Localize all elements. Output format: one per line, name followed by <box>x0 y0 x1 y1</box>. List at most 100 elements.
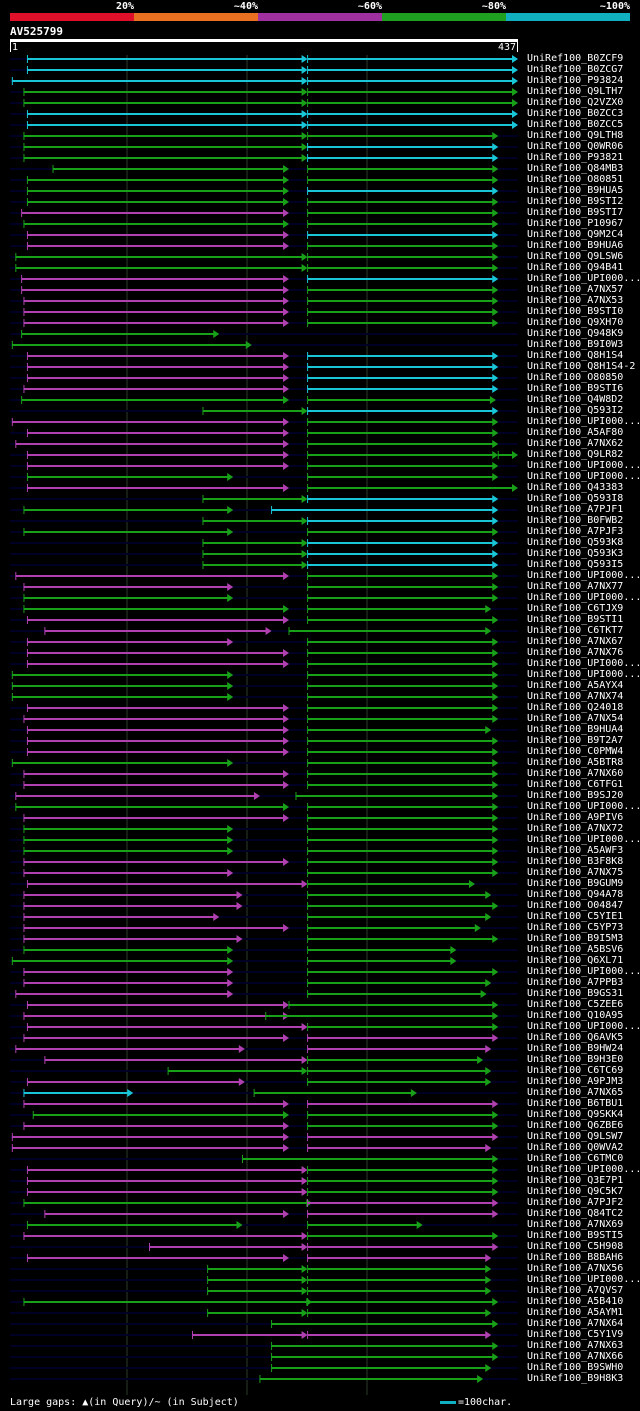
hit-label[interactable]: UniRef100_UPI000... <box>527 801 640 812</box>
hit-label[interactable]: UniRef100_UPI000... <box>527 570 640 581</box>
hit-label[interactable]: UniRef100_P10967 <box>527 218 624 229</box>
hit-label[interactable]: UniRef100_C5Y1V9 <box>527 1329 624 1340</box>
hit-label[interactable]: UniRef100_UPI000... <box>527 1274 640 1285</box>
hit-label[interactable]: UniRef100_A5BSV6 <box>527 944 624 955</box>
hit-label[interactable]: UniRef100_C5H908 <box>527 1241 624 1252</box>
hit-label[interactable]: UniRef100_Q8H1S4 <box>527 350 624 361</box>
hit-label[interactable]: UniRef100_Q6ZBE6 <box>527 1120 624 1131</box>
hit-label[interactable]: UniRef100_B9STI1 <box>527 614 624 625</box>
hit-label[interactable]: UniRef100_UPI000... <box>527 834 640 845</box>
hit-label[interactable]: UniRef100_Q948K9 <box>527 328 624 339</box>
hit-label[interactable]: UniRef100_A5AWF3 <box>527 845 624 856</box>
hit-label[interactable]: UniRef100_A5AYX4 <box>527 680 624 691</box>
hit-label[interactable]: UniRef100_A7NX75 <box>527 867 624 878</box>
hit-label[interactable]: UniRef100_B9GS31 <box>527 988 624 999</box>
hit-label[interactable]: UniRef100_B0ZCC5 <box>527 119 624 130</box>
hit-label[interactable]: UniRef100_A7NX76 <box>527 647 624 658</box>
hit-label[interactable]: UniRef100_B0FWB2 <box>527 515 624 526</box>
hit-label[interactable]: UniRef100_Q6AVK5 <box>527 1032 624 1043</box>
hit-label[interactable]: UniRef100_A5B410 <box>527 1296 624 1307</box>
hit-label[interactable]: UniRef100_C5YP73 <box>527 922 624 933</box>
hit-label[interactable]: UniRef100_P93824 <box>527 75 624 86</box>
hit-label[interactable]: UniRef100_A7NX53 <box>527 295 624 306</box>
hit-label[interactable]: UniRef100_Q43383 <box>527 482 624 493</box>
hit-label[interactable]: UniRef100_B9SWH0 <box>527 1362 624 1373</box>
hit-label[interactable]: UniRef100_UPI000... <box>527 471 640 482</box>
hit-label[interactable]: UniRef100_Q6XL71 <box>527 955 624 966</box>
hit-label[interactable]: UniRef100_B9HUA4 <box>527 724 624 735</box>
hit-label[interactable]: UniRef100_Q9LSW6 <box>527 251 624 262</box>
hit-label[interactable]: UniRef100_Q9LTH7 <box>527 86 624 97</box>
hit-label[interactable]: UniRef100_B8BAH6 <box>527 1252 624 1263</box>
hit-label[interactable]: UniRef100_A7PPB3 <box>527 977 624 988</box>
hit-label[interactable]: UniRef100_C6TC69 <box>527 1065 624 1076</box>
hit-label[interactable]: UniRef100_UPI000... <box>527 966 640 977</box>
hit-label[interactable]: UniRef100_Q593I5 <box>527 559 624 570</box>
hit-label[interactable]: UniRef100_Q0WR06 <box>527 141 624 152</box>
hit-label[interactable]: UniRef100_Q84MB3 <box>527 163 624 174</box>
hit-label[interactable]: UniRef100_A7NX74 <box>527 691 624 702</box>
hit-label[interactable]: UniRef100_A7NX56 <box>527 1263 624 1274</box>
hit-label[interactable]: UniRef100_A5BTR8 <box>527 757 624 768</box>
hit-label[interactable]: UniRef100_UPI000... <box>527 460 640 471</box>
hit-label[interactable]: UniRef100_B9STI5 <box>527 1230 624 1241</box>
hit-label[interactable]: UniRef100_A7NX60 <box>527 768 624 779</box>
hit-label[interactable]: UniRef100_A7NX63 <box>527 1340 624 1351</box>
hit-label[interactable]: UniRef100_Q593I2 <box>527 405 624 416</box>
hit-label[interactable]: UniRef100_B9HUA6 <box>527 240 624 251</box>
hit-label[interactable]: UniRef100_C6TFG1 <box>527 779 624 790</box>
hit-label[interactable]: UniRef100_Q0WVA2 <box>527 1142 624 1153</box>
hit-label[interactable]: UniRef100_A9PIV6 <box>527 812 624 823</box>
hit-label[interactable]: UniRef100_A7NX62 <box>527 438 624 449</box>
hit-label[interactable]: UniRef100_B0ZCC3 <box>527 108 624 119</box>
hit-label[interactable]: UniRef100_Q94B41 <box>527 262 624 273</box>
hit-label[interactable]: UniRef100_A7QVS7 <box>527 1285 624 1296</box>
hit-label[interactable]: UniRef100_C5YIE1 <box>527 911 624 922</box>
hit-label[interactable]: UniRef100_Q9LR82 <box>527 449 624 460</box>
hit-label[interactable]: UniRef100_Q9SKK4 <box>527 1109 624 1120</box>
hit-label[interactable]: UniRef100_Q9LSW7 <box>527 1131 624 1142</box>
hit-label[interactable]: UniRef100_Q24018 <box>527 702 624 713</box>
hit-label[interactable]: UniRef100_Q84TC2 <box>527 1208 624 1219</box>
hit-label[interactable]: UniRef100_Q593I8 <box>527 493 624 504</box>
hit-label[interactable]: UniRef100_Q10A95 <box>527 1010 624 1021</box>
hit-label[interactable]: UniRef100_Q4W8D2 <box>527 394 624 405</box>
hit-label[interactable]: UniRef100_Q3E7P1 <box>527 1175 624 1186</box>
hit-label[interactable]: UniRef100_B9STI0 <box>527 306 624 317</box>
hit-label[interactable]: UniRef100_B9SJ20 <box>527 790 624 801</box>
hit-label[interactable]: UniRef100_A9PJM3 <box>527 1076 624 1087</box>
hit-label[interactable]: UniRef100_Q9C5K7 <box>527 1186 624 1197</box>
hit-label[interactable]: UniRef100_B3F8K8 <box>527 856 624 867</box>
hit-label[interactable]: UniRef100_UPI000... <box>527 416 640 427</box>
hit-label[interactable]: UniRef100_B9HW24 <box>527 1043 624 1054</box>
hit-label[interactable]: UniRef100_Q94A78 <box>527 889 624 900</box>
hit-label[interactable]: UniRef100_B9STI7 <box>527 207 624 218</box>
hit-label[interactable]: UniRef100_A7NX57 <box>527 284 624 295</box>
hit-label[interactable]: UniRef100_A7NX69 <box>527 1219 624 1230</box>
hit-label[interactable]: UniRef100_UPI000... <box>527 592 640 603</box>
hit-label[interactable]: UniRef100_Q8H1S4-2 <box>527 361 636 372</box>
hit-label[interactable]: UniRef100_Q9M2C4 <box>527 229 624 240</box>
hit-label[interactable]: UniRef100_B9H8K3 <box>527 1373 624 1384</box>
hit-label[interactable]: UniRef100_P93821 <box>527 152 624 163</box>
hit-label[interactable]: UniRef100_Q9XH70 <box>527 317 624 328</box>
hit-label[interactable]: UniRef100_Q593K3 <box>527 548 624 559</box>
hit-label[interactable]: UniRef100_B9I5M3 <box>527 933 624 944</box>
hit-label[interactable]: UniRef100_O04847 <box>527 900 624 911</box>
hit-label[interactable]: UniRef100_B9T2A7 <box>527 735 624 746</box>
hit-label[interactable]: UniRef100_A7PJF1 <box>527 504 624 515</box>
hit-label[interactable]: UniRef100_B9I0W3 <box>527 339 624 350</box>
hit-label[interactable]: UniRef100_UPI000... <box>527 273 640 284</box>
hit-label[interactable]: UniRef100_C6TKT7 <box>527 625 624 636</box>
hit-label[interactable]: UniRef100_A5AYM1 <box>527 1307 624 1318</box>
hit-label[interactable]: UniRef100_A7NX64 <box>527 1318 624 1329</box>
hit-label[interactable]: UniRef100_A7NX65 <box>527 1087 624 1098</box>
hit-label[interactable]: UniRef100_B0ZCG7 <box>527 64 624 75</box>
hit-label[interactable]: UniRef100_A5AF80 <box>527 427 624 438</box>
hit-label[interactable]: UniRef100_UPI000... <box>527 1164 640 1175</box>
hit-label[interactable]: UniRef100_A7NX67 <box>527 636 624 647</box>
hit-label[interactable]: UniRef100_Q2VZX0 <box>527 97 624 108</box>
hit-label[interactable]: UniRef100_O80850 <box>527 372 624 383</box>
hit-label[interactable]: UniRef100_C6TJX9 <box>527 603 624 614</box>
hit-label[interactable]: UniRef100_A7NX72 <box>527 823 624 834</box>
